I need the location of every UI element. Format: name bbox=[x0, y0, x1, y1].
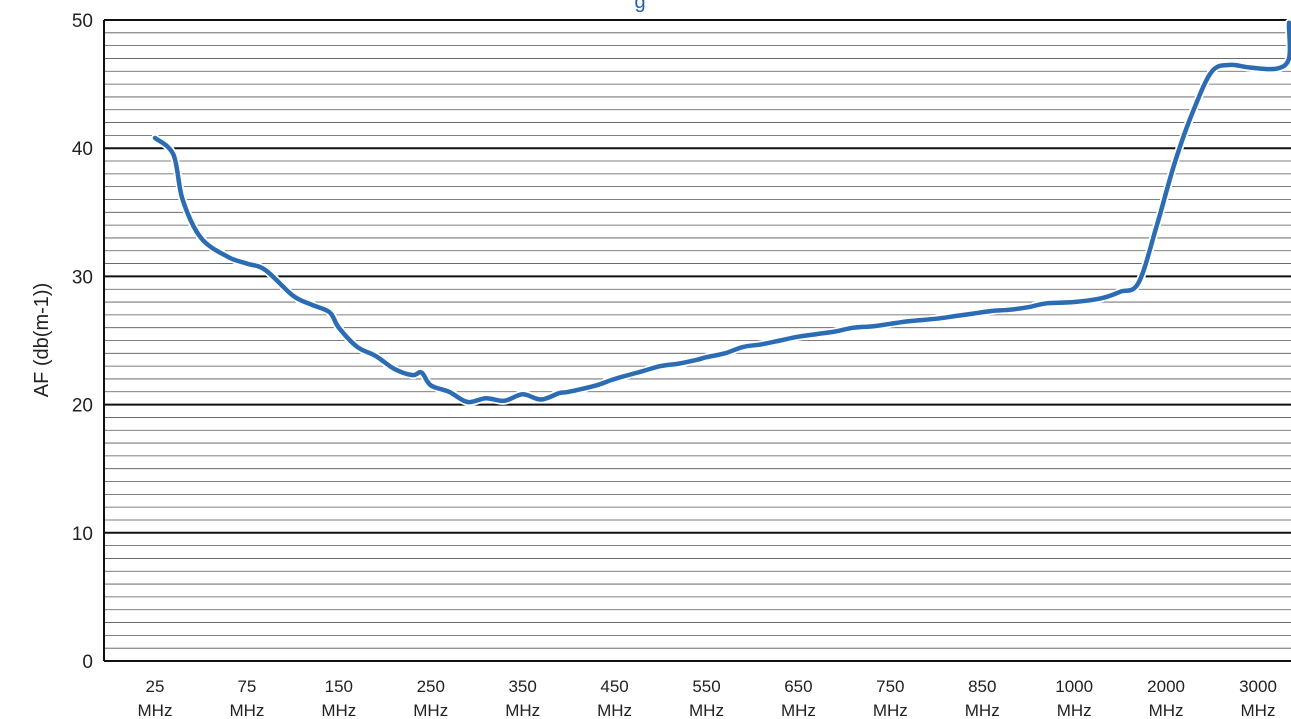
x-tick-unit: MHz bbox=[873, 701, 908, 719]
x-tick-unit: MHz bbox=[965, 701, 1000, 719]
y-tick-label: 0 bbox=[82, 652, 93, 673]
x-tick-unit: MHz bbox=[229, 701, 264, 719]
y-tick-label: 30 bbox=[72, 267, 93, 288]
x-tick-label: 3000 bbox=[1239, 677, 1277, 696]
y-tick-label: 10 bbox=[72, 524, 93, 545]
y-axis-title: AF (db(m-1)) bbox=[31, 283, 53, 397]
series-layer bbox=[151, 18, 1291, 407]
y-tick-label: 40 bbox=[72, 139, 93, 160]
x-tick-unit: MHz bbox=[689, 701, 724, 719]
x-tick-label: 150 bbox=[325, 677, 353, 696]
x-tick-unit: MHz bbox=[138, 701, 173, 719]
x-tick-label: 450 bbox=[600, 677, 628, 696]
x-tick-unit: MHz bbox=[1241, 701, 1276, 719]
x-tick-label: 1000 bbox=[1055, 677, 1093, 696]
y-axis-ticks: 0 10 20 30 40 50 bbox=[72, 11, 93, 673]
x-tick-label: 550 bbox=[692, 677, 720, 696]
x-tick-label: 750 bbox=[876, 677, 904, 696]
x-tick-label: 2000 bbox=[1147, 677, 1185, 696]
x-tick-label: 850 bbox=[968, 677, 996, 696]
series-line bbox=[152, 20, 1291, 405]
x-tick-label: 250 bbox=[417, 677, 445, 696]
x-tick-label: 350 bbox=[508, 677, 536, 696]
x-tick-unit: MHz bbox=[597, 701, 632, 719]
x-tick-unit: MHz bbox=[321, 701, 356, 719]
grid-lines bbox=[103, 19, 1291, 662]
x-tick-unit: MHz bbox=[781, 701, 816, 719]
chart-title: g bbox=[634, 0, 645, 13]
x-tick-label: 650 bbox=[784, 677, 812, 696]
x-tick-label: 25 bbox=[146, 677, 165, 696]
x-tick-unit: MHz bbox=[505, 701, 540, 719]
y-tick-label: 50 bbox=[72, 11, 93, 32]
y-tick-label: 20 bbox=[72, 396, 93, 417]
x-tick-unit: MHz bbox=[1149, 701, 1184, 719]
x-tick-unit: MHz bbox=[1057, 701, 1092, 719]
x-tick-label: 75 bbox=[237, 677, 256, 696]
x-tick-unit: MHz bbox=[413, 701, 448, 719]
x-axis-ticks: 25 MHz 75 MHz 150 MHz 250 MHz 350 MHz 450 MHz 550 MHz… bbox=[138, 677, 1277, 719]
